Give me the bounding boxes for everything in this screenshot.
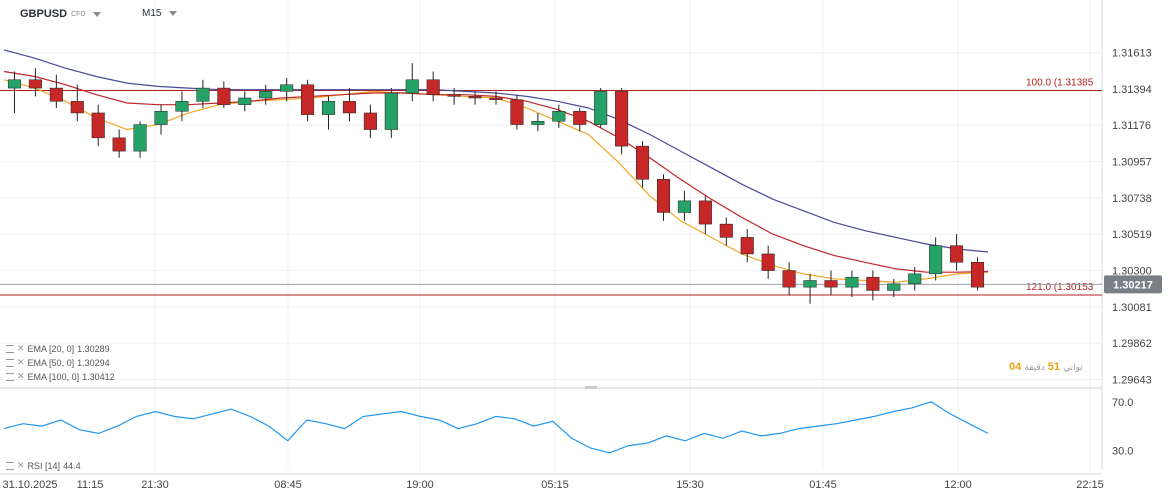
candle-countdown: 04 ثواني 51 دقيقة bbox=[1009, 361, 1083, 373]
candle-body bbox=[91, 112, 105, 139]
price-tick-label: 1.31613 bbox=[1112, 48, 1152, 60]
close-icon[interactable]: ✕ bbox=[17, 357, 25, 367]
candle-body bbox=[677, 200, 691, 213]
time-tick-label: 19:00 bbox=[406, 479, 434, 491]
ema-line bbox=[3, 79, 989, 283]
time-tick-label: 08:45 bbox=[274, 479, 302, 491]
candle-body bbox=[552, 111, 566, 122]
candle-body bbox=[217, 87, 231, 105]
rsi-line bbox=[3, 401, 989, 454]
candle-body bbox=[531, 120, 545, 125]
indicator-rsi[interactable]: ✕ RSI [14] 44.4 bbox=[6, 460, 81, 471]
close-icon[interactable]: ✕ bbox=[17, 343, 25, 353]
candle-body bbox=[405, 79, 419, 94]
price-tick-label: 1.30519 bbox=[1112, 229, 1152, 241]
candle-body bbox=[740, 237, 754, 255]
candle-body bbox=[782, 270, 796, 288]
candle-body bbox=[426, 79, 440, 95]
close-icon[interactable]: ✕ bbox=[17, 460, 25, 470]
candle-body bbox=[321, 101, 336, 115]
candle-body bbox=[133, 124, 147, 152]
pane-resize-handle[interactable] bbox=[585, 386, 597, 389]
candle-body bbox=[824, 280, 838, 288]
time-tick-label: 11:15 bbox=[77, 479, 104, 491]
candle-body bbox=[887, 283, 901, 291]
candle-body bbox=[175, 101, 189, 112]
time-tick-label: 15:30 bbox=[676, 479, 704, 491]
candle-body bbox=[950, 245, 964, 263]
candle-body bbox=[384, 92, 398, 130]
price-tick-label: 1.29643 bbox=[1112, 375, 1152, 387]
candle-body bbox=[468, 96, 482, 99]
candle-body bbox=[761, 253, 775, 271]
candle-body bbox=[510, 99, 524, 125]
price-tick-label: 1.30957 bbox=[1112, 157, 1152, 169]
fib-level-label: 100.0 (1.31385 bbox=[1026, 78, 1094, 89]
candle-body bbox=[573, 111, 587, 125]
time-tick-label: 05:15 bbox=[541, 479, 569, 491]
candle-body bbox=[363, 112, 377, 130]
candle-body bbox=[656, 179, 671, 213]
symbol-name: GBPUSD bbox=[20, 8, 68, 20]
timeframe-selector[interactable]: M15 bbox=[142, 8, 178, 19]
candle-body bbox=[7, 79, 21, 89]
candle-body bbox=[866, 276, 880, 291]
candle-body bbox=[719, 223, 733, 238]
price-tick-label: 1.30300 bbox=[1112, 266, 1152, 278]
indicator-ema50[interactable]: ✕ EMA [50, 0] 1.30294 bbox=[6, 357, 110, 368]
current-price-label: 1.30217 bbox=[1113, 279, 1153, 291]
time-tick-label: 12:00 bbox=[944, 479, 972, 491]
rsi-tick-label: 70.0 bbox=[1112, 397, 1133, 409]
candle-body bbox=[70, 101, 84, 114]
candle-body bbox=[154, 111, 168, 125]
settings-icon[interactable] bbox=[6, 344, 14, 353]
symbol-type: CFD bbox=[71, 10, 86, 18]
candle-body bbox=[929, 245, 943, 275]
settings-icon[interactable] bbox=[6, 372, 14, 381]
candle-body bbox=[908, 273, 922, 285]
candle-body bbox=[196, 87, 210, 102]
candle-body bbox=[447, 94, 461, 97]
price-tick-label: 1.31394 bbox=[1112, 84, 1152, 96]
time-tick-label: 31.10.2025 bbox=[2, 479, 57, 491]
indicator-ema20[interactable]: ✕ EMA [20, 0] 1.30289 bbox=[6, 343, 110, 354]
fib-level-label: 121.0 (1.30153 bbox=[1026, 282, 1094, 293]
candle-body bbox=[803, 280, 817, 288]
candle-body bbox=[112, 137, 126, 152]
timeframe-label: M15 bbox=[142, 8, 162, 19]
settings-icon[interactable] bbox=[6, 358, 14, 367]
candle-body bbox=[238, 97, 252, 105]
chevron-down-icon bbox=[169, 11, 178, 16]
candle-body bbox=[259, 91, 273, 99]
price-tick-label: 1.31176 bbox=[1112, 120, 1151, 132]
close-icon[interactable]: ✕ bbox=[17, 371, 25, 381]
symbol-selector[interactable]: GBPUSD CFD bbox=[20, 8, 102, 20]
price-tick-label: 1.30738 bbox=[1112, 193, 1152, 205]
candle-body bbox=[28, 79, 42, 89]
candle-body bbox=[342, 101, 356, 114]
candle-body bbox=[615, 91, 629, 147]
candle-body bbox=[636, 145, 650, 180]
time-tick-label: 01:45 bbox=[809, 479, 837, 491]
indicator-ema100[interactable]: ✕ EMA [100, 0] 1.30412 bbox=[6, 371, 115, 382]
candle-body bbox=[49, 87, 63, 102]
candle-body bbox=[280, 84, 294, 92]
rsi-tick-label: 30.0 bbox=[1112, 446, 1133, 458]
candle-body bbox=[971, 262, 985, 288]
candle-body bbox=[698, 200, 712, 225]
time-tick-label: 21:30 bbox=[141, 479, 169, 491]
price-tick-label: 1.30081 bbox=[1112, 302, 1152, 314]
settings-icon[interactable] bbox=[6, 461, 14, 470]
ema-line bbox=[3, 49, 989, 253]
candle-body bbox=[301, 84, 315, 115]
current-price-badge bbox=[1104, 275, 1162, 294]
candle-body bbox=[594, 91, 608, 125]
candle-body bbox=[489, 97, 503, 100]
price-tick-label: 1.29862 bbox=[1112, 338, 1152, 350]
chevron-down-icon bbox=[93, 11, 102, 17]
candle-body bbox=[845, 276, 859, 288]
time-tick-label: 22:15 bbox=[1076, 479, 1104, 491]
